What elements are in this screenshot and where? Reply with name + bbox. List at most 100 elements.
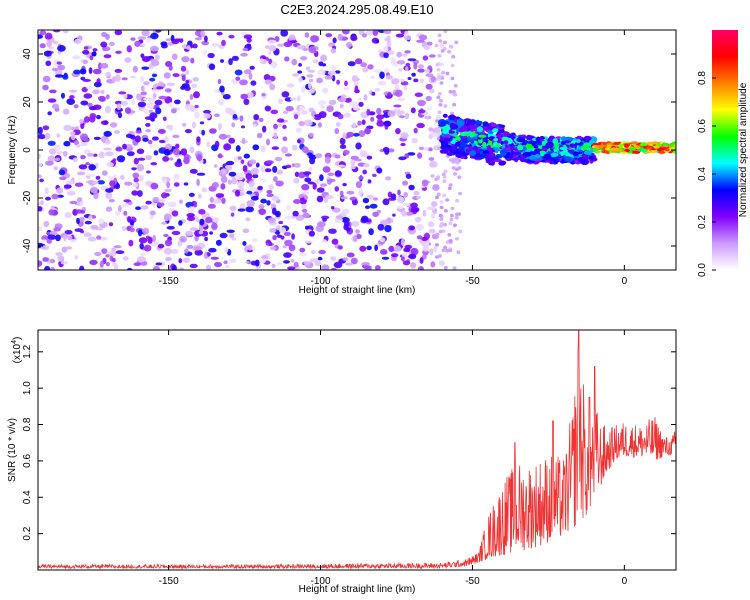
heatmap-y-ticks: -40 -20 0 20 40	[22, 48, 676, 253]
heatmap-cell	[431, 132, 439, 138]
heatmap-cell	[189, 263, 198, 269]
heatmap-cell	[158, 95, 168, 100]
heatmap-cell	[245, 206, 254, 213]
svg-text:(x104): (x104)	[11, 337, 23, 364]
heatmap-cell	[63, 184, 72, 189]
heatmap-cell	[430, 261, 436, 268]
heatmap-cell	[401, 210, 408, 217]
heatmap-cell	[345, 262, 354, 266]
heatmap-cell	[553, 148, 558, 153]
heatmap-cell	[92, 48, 98, 52]
heatmap-cell	[477, 120, 483, 125]
heatmap-cell	[339, 103, 344, 109]
heatmap-cell	[305, 225, 309, 230]
heatmap-cell	[72, 55, 81, 60]
heatmap-cell	[240, 52, 248, 57]
heatmap-cell	[347, 61, 356, 67]
heatmap-cell	[89, 186, 98, 194]
heatmap-cell	[570, 149, 575, 154]
heatmap-cell	[112, 158, 117, 162]
heatmap-cell	[353, 235, 358, 243]
heatmap-cell	[439, 81, 444, 85]
heatmap-cell	[320, 54, 328, 62]
heatmap-cell	[186, 213, 195, 218]
heatmap-cell	[149, 77, 156, 82]
heatmap-cell	[452, 223, 457, 228]
heatmap-cell	[201, 41, 209, 46]
heatmap-cell	[417, 266, 424, 270]
heatmap-cell	[240, 159, 245, 164]
heatmap-cell	[136, 93, 143, 101]
heatmap-cell	[441, 172, 446, 177]
heatmap-cell	[92, 104, 102, 110]
heatmap-cell	[417, 152, 423, 159]
heatmap-cell	[396, 196, 405, 204]
heatmap-cell	[160, 261, 165, 267]
heatmap-cell	[248, 91, 254, 98]
heatmap-cell	[284, 215, 293, 220]
heatmap-cell	[137, 36, 147, 41]
heatmap-cell	[439, 62, 444, 67]
heatmap-cell	[559, 146, 568, 151]
heatmap-cell	[448, 248, 453, 253]
heatmap-cell	[168, 65, 173, 71]
heatmap-cell	[304, 240, 314, 244]
heatmap-cell	[145, 129, 152, 133]
heatmap-cell	[282, 245, 287, 249]
heatmap-cell	[90, 225, 98, 230]
snr-scale-prefix: (x10	[12, 343, 23, 363]
heatmap-cell	[38, 174, 42, 178]
heatmap-cell	[493, 138, 499, 142]
heatmap-cell	[265, 160, 274, 165]
chart-title: C2E3.2024.295.08.49.E10	[280, 2, 433, 17]
y-tick-label: 40	[22, 48, 33, 60]
heatmap-cell	[367, 64, 374, 70]
heatmap-cell	[160, 41, 168, 46]
heatmap-cell	[564, 157, 573, 162]
heatmap-cell	[211, 43, 220, 47]
colorbar-label: Normalized spectral amplitude	[738, 82, 749, 217]
heatmap-cell	[200, 30, 206, 38]
heatmap-cell	[439, 205, 444, 210]
heatmap-cell	[143, 108, 150, 115]
heatmap-cell	[170, 248, 179, 255]
heatmap-cell	[164, 239, 173, 247]
heatmap-cell	[316, 77, 323, 84]
heatmap-cell	[137, 174, 144, 182]
heatmap-cell	[414, 207, 420, 213]
heatmap-cell	[425, 83, 433, 90]
heatmap-cell	[564, 136, 573, 141]
heatmap-cell	[501, 144, 506, 149]
heatmap-cell	[448, 90, 453, 94]
heatmap-cell	[76, 217, 80, 225]
heatmap-cell	[50, 266, 55, 270]
heatmap-cell	[454, 141, 461, 147]
heatmap-cell	[179, 235, 188, 243]
heatmap-cell	[395, 33, 404, 38]
heatmap-cell	[372, 211, 379, 217]
heatmap-cell	[124, 107, 132, 114]
heatmap-cell	[62, 30, 69, 34]
heatmap-cell	[89, 113, 97, 119]
heatmap-cell	[242, 47, 249, 52]
heatmap-cell	[414, 216, 422, 223]
heatmap-cell	[143, 244, 152, 252]
heatmap-cell	[569, 143, 577, 148]
heatmap-cell	[438, 213, 443, 218]
heatmap-cell	[58, 169, 66, 176]
heatmap-cell	[56, 187, 64, 194]
heatmap-cell	[204, 236, 209, 242]
heatmap-cell	[336, 79, 340, 85]
heatmap-cell	[69, 200, 78, 205]
heatmap-cell	[42, 84, 49, 91]
heatmap-cell	[510, 145, 515, 151]
heatmap-cell	[379, 248, 388, 255]
heatmap-cell	[157, 201, 165, 207]
heatmap-cell	[147, 236, 153, 244]
heatmap-cell	[105, 262, 110, 267]
heatmap-cell	[361, 153, 369, 157]
y-tick-label: 0.6	[22, 454, 33, 468]
heatmap-cell	[276, 170, 283, 175]
heatmap-cell	[246, 200, 255, 207]
